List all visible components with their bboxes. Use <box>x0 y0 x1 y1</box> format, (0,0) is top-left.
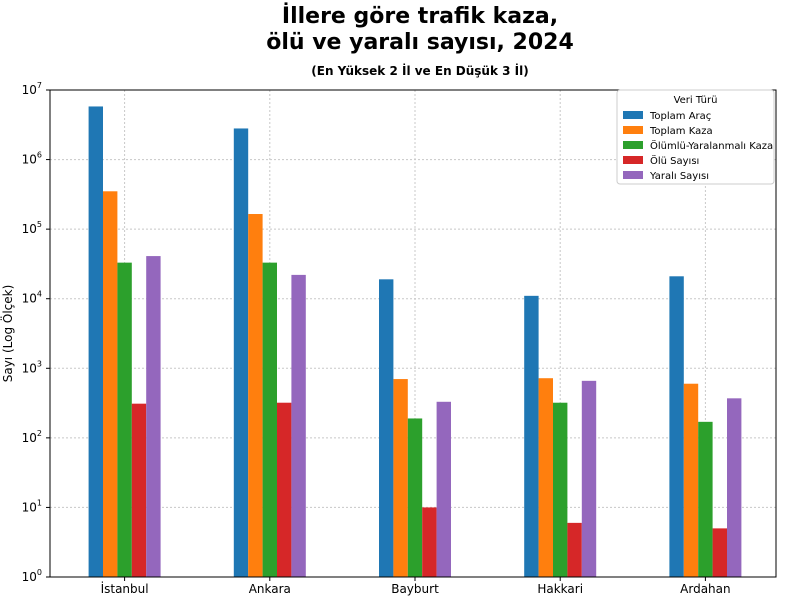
y-tick-label: 105 <box>22 220 42 236</box>
x-tick-label: Hakkari <box>537 582 583 596</box>
x-tick-label: Ardahan <box>680 582 730 596</box>
y-tick-label: 101 <box>22 498 42 514</box>
legend-title: Veri Türü <box>674 95 718 106</box>
bar <box>407 418 423 577</box>
y-tick-base: 10 <box>22 292 37 306</box>
y-tick-exponent: 5 <box>37 220 42 229</box>
bar <box>436 401 451 577</box>
y-tick-base: 10 <box>22 500 37 514</box>
legend-swatch <box>623 171 643 179</box>
chart-title-line2: ölü ve yaralı sayısı, 2024 <box>266 30 574 55</box>
legend-box <box>616 89 775 185</box>
y-tick-label: 103 <box>22 359 42 375</box>
bar <box>683 383 699 577</box>
y-tick-base: 10 <box>22 153 37 167</box>
legend-label: Toplam Kaza <box>649 126 713 137</box>
bar <box>117 262 132 577</box>
bar <box>146 256 161 577</box>
y-tick-label: 104 <box>22 290 42 306</box>
bars <box>88 106 742 577</box>
chart-title-line1: İllere göre trafik kaza, <box>281 4 559 29</box>
y-tick-exponent: 2 <box>37 429 42 438</box>
x-tick-label: Bayburt <box>391 582 439 596</box>
legend-swatch <box>623 141 643 149</box>
y-tick-label: 107 <box>22 81 42 97</box>
y-tick-exponent: 7 <box>37 81 42 90</box>
y-tick-base: 10 <box>22 361 37 375</box>
bar <box>291 274 306 577</box>
bar <box>538 378 553 577</box>
plot-frame <box>49 89 777 578</box>
legend-label: Toplam Araç <box>649 111 711 122</box>
y-tick-label: 100 <box>22 568 42 584</box>
y-tick-base: 10 <box>22 222 37 236</box>
y-tick-label: 106 <box>22 151 42 167</box>
y-tick-exponent: 6 <box>37 151 42 160</box>
legend-label: Yaralı Sayısı <box>649 171 709 182</box>
y-tick-base: 10 <box>22 570 37 584</box>
y-tick-base: 10 <box>22 83 37 97</box>
bar <box>553 402 568 577</box>
chart-title: İllere göre trafik kaza, ölü ve yaralı s… <box>0 4 800 56</box>
legend-label: Ölümlü-Yaralanmalı Kaza <box>650 139 773 152</box>
bar <box>524 295 539 577</box>
y-tick-exponent: 4 <box>37 290 42 299</box>
y-tick-exponent: 3 <box>37 359 42 368</box>
legend-swatch <box>623 156 643 164</box>
bar <box>581 380 597 577</box>
legend-swatch <box>623 126 643 134</box>
bar <box>233 128 249 577</box>
bar <box>712 528 727 577</box>
bar <box>727 398 742 577</box>
legend: Veri Türü Toplam Araç Toplam Kaza Ölümlü-Ya… <box>616 89 775 185</box>
bar <box>262 262 277 577</box>
bar <box>698 421 713 577</box>
bar <box>567 522 582 577</box>
bar <box>669 276 684 577</box>
y-axis-label: Sayı (Log Ölçek) <box>0 285 15 383</box>
bar <box>277 402 292 577</box>
bar <box>379 279 394 577</box>
bar <box>88 106 103 577</box>
bar <box>131 403 147 577</box>
bar <box>248 214 263 577</box>
y-tick-label: 102 <box>22 429 42 445</box>
x-tick-label: Ankara <box>249 582 291 596</box>
bar <box>393 379 408 577</box>
x-tick-label: İstanbul <box>101 581 149 596</box>
y-tick-exponent: 1 <box>37 498 42 507</box>
y-tick-base: 10 <box>22 431 37 445</box>
chart-subtitle: (En Yüksek 2 İl ve En Düşük 3 İl) <box>311 64 529 78</box>
bar <box>422 507 437 577</box>
legend-swatch <box>623 111 643 119</box>
bar <box>103 191 118 577</box>
y-tick-exponent: 0 <box>37 568 42 577</box>
legend-label: Ölü Sayısı <box>650 154 699 167</box>
